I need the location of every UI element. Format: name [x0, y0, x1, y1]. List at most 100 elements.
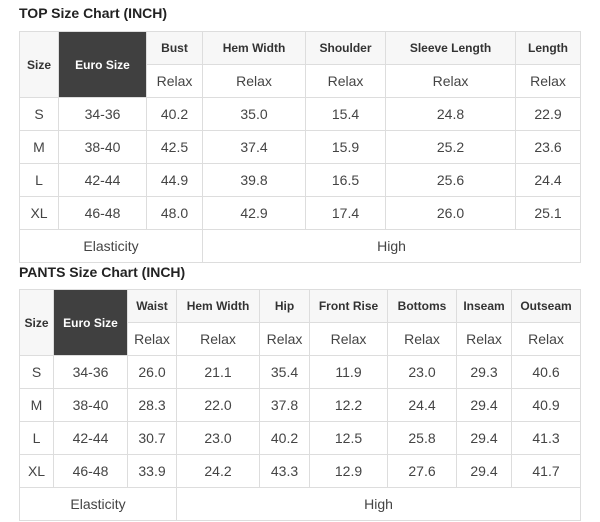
relax-subheader: Relax [259, 322, 310, 356]
size-cell: M [19, 388, 54, 422]
euro-size-cell: 34-36 [58, 97, 147, 131]
elasticity-row: Elasticity High [19, 229, 581, 263]
elasticity-label: Elasticity [19, 487, 177, 521]
measurement-cell: 40.9 [511, 388, 581, 422]
euro-size-cell: 42-44 [58, 163, 147, 197]
measurement-cell: 35.0 [202, 97, 306, 131]
relax-subheader: Relax [387, 322, 457, 356]
measurement-cell: 39.8 [202, 163, 306, 197]
column-header: Bust [146, 31, 203, 65]
measurement-cell: 37.8 [259, 388, 310, 422]
measurement-cell: 21.1 [176, 355, 260, 389]
table-row: S 34-36 40.2 35.0 15.4 24.8 22.9 [19, 97, 581, 131]
measurement-cell: 40.6 [511, 355, 581, 389]
column-header: Outseam [511, 289, 581, 323]
elasticity-value: High [202, 229, 581, 263]
relax-subheader: Relax [127, 322, 177, 356]
table-row: XL 46-48 33.9 24.2 43.3 12.9 27.6 29.4 41.7 [19, 454, 581, 488]
measurement-cell: 27.6 [387, 454, 457, 488]
measurement-cell: 26.0 [385, 196, 516, 230]
size-header: Size [19, 31, 59, 98]
relax-subheader: Relax [385, 64, 516, 98]
measurement-cell: 29.3 [456, 355, 512, 389]
column-header: Sleeve Length [385, 31, 516, 65]
column-header: Waist [127, 289, 177, 323]
measurement-cell: 25.1 [515, 196, 581, 230]
measurement-cell: 41.7 [511, 454, 581, 488]
size-cell: XL [19, 454, 54, 488]
table-row: L 42-44 44.9 39.8 16.5 25.6 24.4 [19, 163, 581, 197]
relax-subheader: Relax [511, 322, 581, 356]
relax-subheader: Relax [146, 64, 203, 98]
size-cell: L [19, 163, 59, 197]
relax-subheader: Relax [309, 322, 388, 356]
measurement-cell: 48.0 [146, 196, 203, 230]
table-row: XL 46-48 48.0 42.9 17.4 26.0 25.1 [19, 196, 581, 230]
measurement-cell: 15.9 [305, 130, 386, 164]
measurement-cell: 24.4 [515, 163, 581, 197]
measurement-cell: 42.5 [146, 130, 203, 164]
euro-size-header: Euro Size [58, 31, 147, 98]
euro-size-cell: 46-48 [53, 454, 128, 488]
measurement-cell: 23.6 [515, 130, 581, 164]
pants-size-table: Size Euro Size Waist Hem Width Hip Front Rise… [19, 289, 581, 521]
pants-size-chart-title: PANTS Size Chart (INCH) [19, 264, 186, 280]
column-header: Hip [259, 289, 310, 323]
measurement-cell: 42.9 [202, 196, 306, 230]
measurement-cell: 41.3 [511, 421, 581, 455]
table-row: M 38-40 42.5 37.4 15.9 25.2 23.6 [19, 130, 581, 164]
top-size-table: Size Euro Size Bust Hem Width Shoulder Sleeve… [19, 31, 581, 263]
measurement-cell: 29.4 [456, 388, 512, 422]
column-header: Shoulder [305, 31, 386, 65]
measurement-cell: 30.7 [127, 421, 177, 455]
size-header: Size [19, 289, 54, 356]
measurement-cell: 35.4 [259, 355, 310, 389]
measurement-cell: 26.0 [127, 355, 177, 389]
euro-size-cell: 38-40 [58, 130, 147, 164]
measurement-cell: 40.2 [146, 97, 203, 131]
relax-subheader: Relax [305, 64, 386, 98]
measurement-cell: 40.2 [259, 421, 310, 455]
measurement-cell: 29.4 [456, 454, 512, 488]
size-cell: S [19, 97, 59, 131]
measurement-cell: 44.9 [146, 163, 203, 197]
subheader-row: Relax Relax Relax Relax Relax Relax Relax [20, 322, 581, 356]
column-header: Hem Width [202, 31, 306, 65]
size-cell: S [19, 355, 54, 389]
size-cell: M [19, 130, 59, 164]
measurement-cell: 17.4 [305, 196, 386, 230]
relax-subheader: Relax [202, 64, 306, 98]
table-row: L 42-44 30.7 23.0 40.2 12.5 25.8 29.4 41.3 [19, 421, 581, 455]
measurement-cell: 24.2 [176, 454, 260, 488]
euro-size-cell: 46-48 [58, 196, 147, 230]
euro-size-cell: 42-44 [53, 421, 128, 455]
measurement-cell: 43.3 [259, 454, 310, 488]
measurement-cell: 16.5 [305, 163, 386, 197]
size-cell: L [19, 421, 54, 455]
measurement-cell: 29.4 [456, 421, 512, 455]
elasticity-label: Elasticity [19, 229, 203, 263]
euro-size-cell: 34-36 [53, 355, 128, 389]
table-row: M 38-40 28.3 22.0 37.8 12.2 24.4 29.4 40.9 [19, 388, 581, 422]
measurement-cell: 25.2 [385, 130, 516, 164]
column-header: Hem Width [176, 289, 260, 323]
relax-subheader: Relax [515, 64, 581, 98]
table-row: S 34-36 26.0 21.1 35.4 11.9 23.0 29.3 40.6 [19, 355, 581, 389]
measurement-cell: 37.4 [202, 130, 306, 164]
measurement-cell: 24.8 [385, 97, 516, 131]
measurement-cell: 11.9 [309, 355, 388, 389]
measurement-cell: 25.6 [385, 163, 516, 197]
header-row: Size Euro Size Waist Hem Width Hip Front Rise… [19, 289, 581, 356]
measurement-cell: 12.9 [309, 454, 388, 488]
size-cell: XL [19, 196, 59, 230]
subheader-row: Relax Relax Relax Relax Relax [20, 64, 581, 98]
measurement-cell: 23.0 [176, 421, 260, 455]
elasticity-value: High [176, 487, 581, 521]
measurement-cell: 22.9 [515, 97, 581, 131]
top-size-chart-title: TOP Size Chart (INCH) [19, 5, 168, 21]
column-header: Length [515, 31, 581, 65]
measurement-cell: 24.4 [387, 388, 457, 422]
measurement-cell: 22.0 [176, 388, 260, 422]
elasticity-row: Elasticity High [19, 487, 581, 521]
euro-size-header: Euro Size [53, 289, 128, 356]
